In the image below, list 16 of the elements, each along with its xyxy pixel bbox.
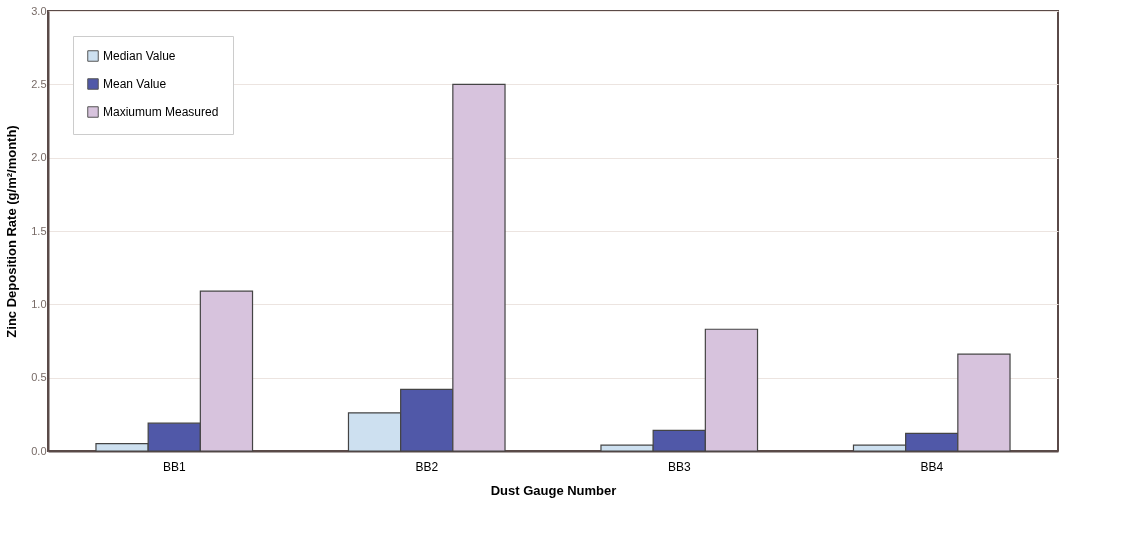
y-tick-label: 1.5	[31, 224, 47, 237]
y-tick-label: 2.0	[31, 151, 47, 164]
x-tick-label: BB1	[162, 459, 186, 474]
x-axis-title: Dust Gauge Number	[490, 482, 617, 498]
legend-label: Median Value	[103, 49, 176, 63]
legend-label: Mean Value	[103, 77, 167, 91]
y-tick-label: 1.0	[31, 297, 47, 310]
x-tick-label: BB4	[920, 459, 944, 474]
y-tick-label: 3.0	[31, 4, 47, 17]
x-tick-label: BB2	[415, 459, 439, 474]
y-tick-label: 2.5	[31, 77, 47, 90]
y-tick-label: 0.5	[31, 371, 47, 384]
x-tick-label: BB3	[667, 459, 691, 474]
legend-label: Maxiumum Measured	[103, 105, 219, 119]
y-axis-title: Zinc Deposition Rate (g/m²/month)	[4, 125, 20, 338]
y-tick-label: 0.0	[31, 444, 47, 457]
